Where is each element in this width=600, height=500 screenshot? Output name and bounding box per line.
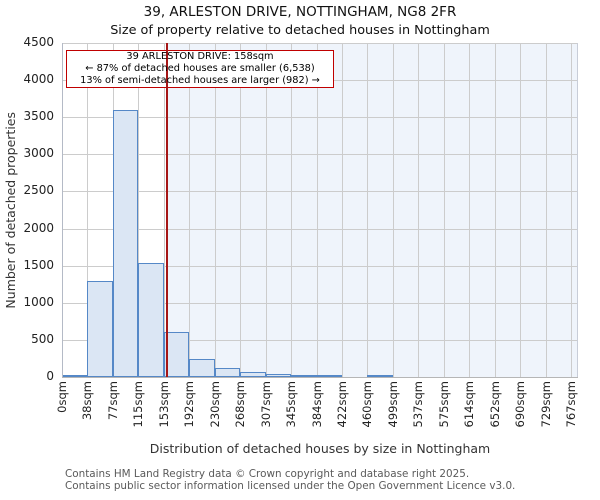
vertical-gridline <box>290 43 292 377</box>
chart-subtitle: Size of property relative to detached ho… <box>110 23 490 38</box>
annotation-text: 39 ARLESTON DRIVE: 158sqm ← 87% of detac… <box>66 51 334 87</box>
horizontal-gridline <box>62 228 578 230</box>
histogram-bar <box>239 372 266 377</box>
footer-line-2: Contains public sector information licen… <box>65 479 516 492</box>
histogram-bar <box>290 375 317 377</box>
y-tick-label: 0 <box>46 369 54 383</box>
histogram-bar <box>87 280 114 377</box>
x-tick-label: 652sqm <box>487 381 502 428</box>
x-tick-label: 38sqm <box>80 381 95 421</box>
x-tick-label: 230sqm <box>207 381 222 428</box>
vertical-gridline <box>571 43 572 377</box>
right-spine <box>577 43 578 377</box>
x-axis-spine <box>62 377 578 378</box>
footer: Contains HM Land Registry data © Crown c… <box>65 468 516 492</box>
x-tick-label: 307sqm <box>258 381 273 428</box>
histogram-bar <box>189 359 215 377</box>
vertical-gridline <box>443 43 445 377</box>
y-tick-label: 2000 <box>23 220 54 235</box>
y-axis-title: Number of detached properties <box>2 111 18 309</box>
horizontal-gridline <box>62 265 578 267</box>
x-tick-label: 268sqm <box>232 381 247 428</box>
annotation-line-1: 39 ARLESTON DRIVE: 158sqm <box>126 51 274 62</box>
horizontal-gridline <box>62 154 578 156</box>
vertical-gridline <box>163 43 165 377</box>
vertical-gridline <box>239 43 241 377</box>
vertical-gridline <box>519 43 521 377</box>
vertical-gridline <box>342 43 344 377</box>
x-tick-label: 729sqm <box>538 381 553 428</box>
histogram-bar <box>367 375 394 377</box>
vertical-gridline <box>367 43 369 377</box>
x-tick-label: 614sqm <box>462 381 477 428</box>
y-tick-label: 1500 <box>23 257 54 272</box>
vertical-gridline <box>545 43 547 377</box>
y-tick-label: 500 <box>31 331 54 346</box>
histogram-bar <box>163 332 190 377</box>
x-tick-label: 575sqm <box>436 381 451 428</box>
plot-area: 39 ARLESTON DRIVE: 158sqm ← 87% of detac… <box>62 43 578 378</box>
x-tick-label: 192sqm <box>182 381 197 428</box>
x-axis-title: Distribution of detached houses by size … <box>149 441 491 456</box>
x-tick-label: 115sqm <box>131 381 146 428</box>
y-tick-label: 2500 <box>23 183 54 198</box>
annotation-box <box>66 50 334 88</box>
y-tick-label: 1000 <box>23 294 54 309</box>
histogram-bar <box>265 374 291 377</box>
y-axis-spine <box>62 43 63 377</box>
horizontal-gridline <box>62 191 578 193</box>
vertical-gridline <box>214 43 216 377</box>
x-tick-label: 384sqm <box>309 381 324 428</box>
y-tick-label: 4000 <box>23 72 54 87</box>
horizontal-gridline <box>62 302 578 304</box>
x-tick-label: 767sqm <box>564 381 578 428</box>
vertical-gridline <box>138 43 140 377</box>
x-tick-label: 153sqm <box>156 381 171 428</box>
x-tick-label: 499sqm <box>386 381 401 428</box>
y-tick-label: 4500 <box>23 35 54 49</box>
horizontal-gridline <box>62 339 578 341</box>
vertical-gridline <box>393 43 395 377</box>
y-tick-label: 3500 <box>23 109 54 124</box>
histogram-bar <box>113 109 139 377</box>
y-tick-label: 3000 <box>23 146 54 161</box>
x-tick-label: 0sqm <box>55 381 69 413</box>
x-tick-label: 77sqm <box>106 381 121 421</box>
shaded-region <box>166 43 578 377</box>
histogram-bar <box>316 375 343 377</box>
property-size-marker-line <box>165 43 168 377</box>
vertical-gridline <box>316 43 318 377</box>
y-axis-title-wrap: Number of detached properties <box>2 43 18 377</box>
vertical-gridline <box>469 43 471 377</box>
annotation-line-3: 13% of semi-detached houses are larger (… <box>80 74 320 86</box>
vertical-gridline <box>418 43 420 377</box>
vertical-gridline <box>265 43 267 377</box>
x-tick-label: 345sqm <box>283 381 298 428</box>
vertical-gridline <box>189 43 191 377</box>
footer-line-1: Contains HM Land Registry data © Crown c… <box>65 468 470 480</box>
x-tick-label: 537sqm <box>411 381 426 428</box>
horizontal-gridline <box>62 117 578 119</box>
x-tick-label: 690sqm <box>512 381 527 428</box>
vertical-gridline <box>87 43 89 377</box>
histogram-bar <box>138 263 164 377</box>
histogram-bar <box>214 368 240 377</box>
chart-title: 39, ARLESTON DRIVE, NOTTINGHAM, NG8 2FR <box>143 4 457 20</box>
annotation-line-2: ← 87% of detached houses are smaller (6,… <box>85 62 315 74</box>
horizontal-gridline <box>62 43 578 44</box>
x-tick-label: 460sqm <box>360 381 375 428</box>
vertical-gridline <box>494 43 496 377</box>
x-tick-label: 422sqm <box>335 381 350 428</box>
